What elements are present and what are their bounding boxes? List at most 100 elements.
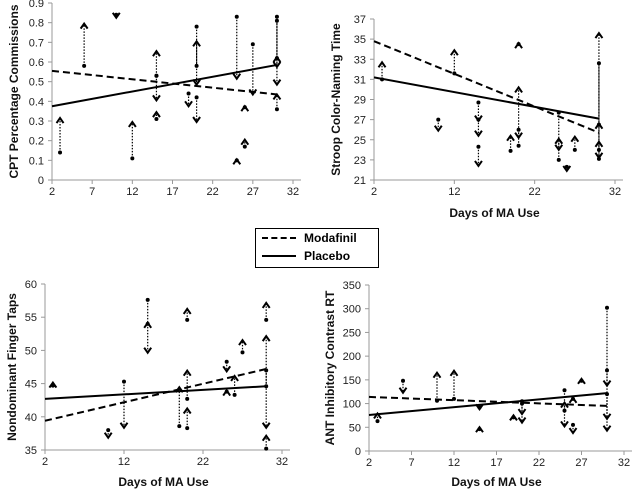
legend-label-modafinil: Modafinil bbox=[304, 231, 357, 245]
change-mark bbox=[192, 24, 201, 87]
arrow-down-icon bbox=[602, 413, 612, 421]
arrow-down-icon bbox=[474, 160, 483, 168]
change-mark bbox=[514, 127, 523, 140]
trend-line-modafinil bbox=[51, 69, 278, 96]
baseline-point bbox=[516, 143, 521, 148]
y-axis-label: CPT Percentage Commissions bbox=[7, 4, 21, 178]
change-mark bbox=[182, 406, 192, 431]
arrow-up-icon bbox=[570, 134, 580, 143]
legend-item-modafinil: Modafinil bbox=[256, 229, 378, 247]
change-mark bbox=[398, 378, 408, 395]
baseline-point bbox=[185, 426, 190, 431]
change-mark bbox=[232, 157, 242, 165]
baseline-point bbox=[476, 117, 481, 122]
arrow-up-icon bbox=[232, 157, 242, 165]
legend-label-placebo: Placebo bbox=[304, 249, 351, 263]
arrow-down-icon bbox=[594, 152, 604, 160]
arrow-up-icon bbox=[594, 121, 604, 130]
arrow-up-icon bbox=[143, 321, 153, 329]
baseline-point bbox=[562, 388, 567, 393]
change-mark bbox=[272, 14, 282, 87]
baseline-point bbox=[177, 424, 182, 429]
baseline-point bbox=[375, 419, 380, 424]
baseline-point bbox=[274, 14, 279, 19]
x-tick-label: 2 bbox=[42, 456, 48, 468]
x-tick-label: 32 bbox=[276, 456, 288, 468]
arrow-up-icon bbox=[568, 396, 578, 404]
change-mark bbox=[261, 368, 271, 430]
baseline-point bbox=[154, 73, 159, 78]
baseline-point bbox=[145, 297, 150, 302]
change-mark bbox=[232, 14, 242, 81]
change-mark bbox=[568, 422, 578, 435]
arrow-up-icon bbox=[192, 39, 201, 47]
trend-line-placebo bbox=[51, 63, 278, 108]
change-mark bbox=[509, 413, 518, 421]
x-tick-label: 12 bbox=[448, 186, 460, 198]
y-tick-label: 0.8 bbox=[29, 18, 44, 30]
baseline-point bbox=[508, 148, 513, 153]
change-mark bbox=[560, 400, 569, 413]
change-mark bbox=[143, 321, 153, 329]
arrow-up-icon bbox=[554, 137, 564, 145]
arrow-up-icon bbox=[128, 120, 137, 128]
y-tick-label: 35 bbox=[25, 445, 37, 457]
baseline-point bbox=[106, 428, 111, 433]
trend-line-modafinil bbox=[373, 40, 600, 134]
arrow-up-icon bbox=[432, 370, 442, 379]
change-mark bbox=[261, 301, 271, 322]
chart-panel-1: 00.10.20.30.40.50.60.70.80.92 7 12 17 22 27 32… bbox=[7, 0, 301, 198]
y-tick-label: 0.4 bbox=[29, 96, 44, 108]
y-axis-label: Nondominant Finger Taps bbox=[5, 293, 19, 441]
baseline-point bbox=[242, 144, 247, 149]
change-mark bbox=[119, 379, 129, 430]
y-tick-label: 0.9 bbox=[29, 0, 44, 10]
y-tick-label: 0 bbox=[38, 175, 44, 187]
arrow-up-icon bbox=[238, 338, 247, 346]
change-mark bbox=[514, 41, 523, 49]
arrow-down-icon bbox=[474, 130, 483, 138]
change-mark bbox=[222, 388, 232, 397]
change-mark bbox=[79, 21, 89, 68]
x-tick-label: 17 bbox=[166, 186, 178, 198]
baseline-point bbox=[401, 378, 405, 383]
change-mark bbox=[450, 48, 459, 76]
arrow-up-icon bbox=[240, 137, 250, 146]
change-mark bbox=[449, 369, 459, 401]
change-mark bbox=[602, 368, 612, 433]
change-mark bbox=[272, 92, 282, 112]
y-tick-label: 0.3 bbox=[29, 116, 44, 128]
x-axis-label: Days of MA Use bbox=[118, 475, 209, 489]
x-tick-label: 22 bbox=[529, 186, 541, 198]
change-mark bbox=[103, 428, 113, 440]
baseline-point bbox=[82, 63, 87, 68]
trend-line-modafinil bbox=[368, 395, 608, 407]
y-axis-label: ANT Inhibitory Contrast RT bbox=[323, 290, 337, 445]
y-tick-label: 35 bbox=[354, 34, 366, 46]
y-tick-label: 0.1 bbox=[29, 155, 44, 167]
baseline-point bbox=[572, 147, 577, 152]
y-tick-label: 60 bbox=[25, 279, 37, 291]
baseline-point bbox=[596, 61, 601, 66]
arrow-up-icon bbox=[509, 413, 518, 421]
arrow-down-icon bbox=[602, 425, 612, 433]
x-axis-label: Days of MA Use bbox=[449, 206, 540, 220]
x-tick-label: 27 bbox=[247, 186, 259, 198]
trend-line-placebo bbox=[368, 392, 608, 416]
baseline-point bbox=[274, 107, 279, 112]
y-tick-label: 150 bbox=[343, 375, 361, 387]
baseline-point bbox=[232, 392, 237, 397]
arrow-up-icon bbox=[577, 377, 586, 385]
change-mark bbox=[230, 374, 239, 397]
x-tick-label: 7 bbox=[408, 457, 414, 469]
baseline-point bbox=[476, 100, 481, 105]
baseline-point bbox=[224, 359, 229, 364]
y-tick-label: 45 bbox=[25, 379, 37, 391]
change-mark bbox=[192, 95, 201, 124]
arrow-up-icon bbox=[514, 41, 523, 49]
trend-line-modafinil bbox=[44, 368, 267, 422]
arrow-down-icon bbox=[103, 432, 113, 440]
arrow-up-icon bbox=[450, 48, 459, 56]
baseline-point bbox=[194, 95, 199, 100]
